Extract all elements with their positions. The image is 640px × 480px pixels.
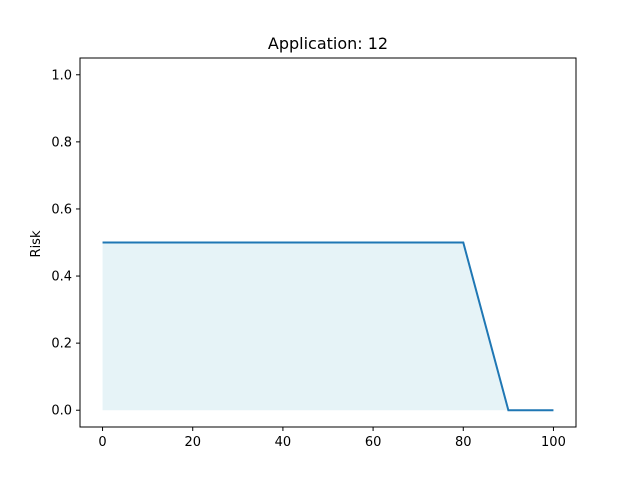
chart-title: Application: 12 [268, 34, 388, 53]
plot-area [102, 241, 554, 412]
x-tick-label: 0 [98, 435, 106, 450]
x-tick-label: 20 [184, 435, 201, 450]
x-axis: 0 20 40 60 80 100 [98, 427, 566, 450]
x-tick-label: 60 [365, 435, 382, 450]
y-axis: 0.0 0.2 0.4 0.6 0.8 1.0 [51, 68, 80, 419]
x-tick-label: 100 [541, 435, 566, 450]
plot-frame [79, 57, 577, 428]
x-tick-label: 40 [275, 435, 292, 450]
y-tick-label: 0.8 [51, 135, 72, 150]
series-area [102, 242, 554, 411]
y-axis-label: Risk [29, 230, 44, 257]
series-line [102, 241, 554, 412]
y-tick-label: 0.2 [51, 337, 72, 352]
y-tick-label: 1.0 [51, 68, 72, 83]
y-tick-label: 0.4 [51, 270, 72, 285]
y-tick-label: 0.0 [51, 404, 72, 419]
y-tick-label: 0.6 [51, 202, 72, 217]
x-tick-label: 80 [455, 435, 472, 450]
